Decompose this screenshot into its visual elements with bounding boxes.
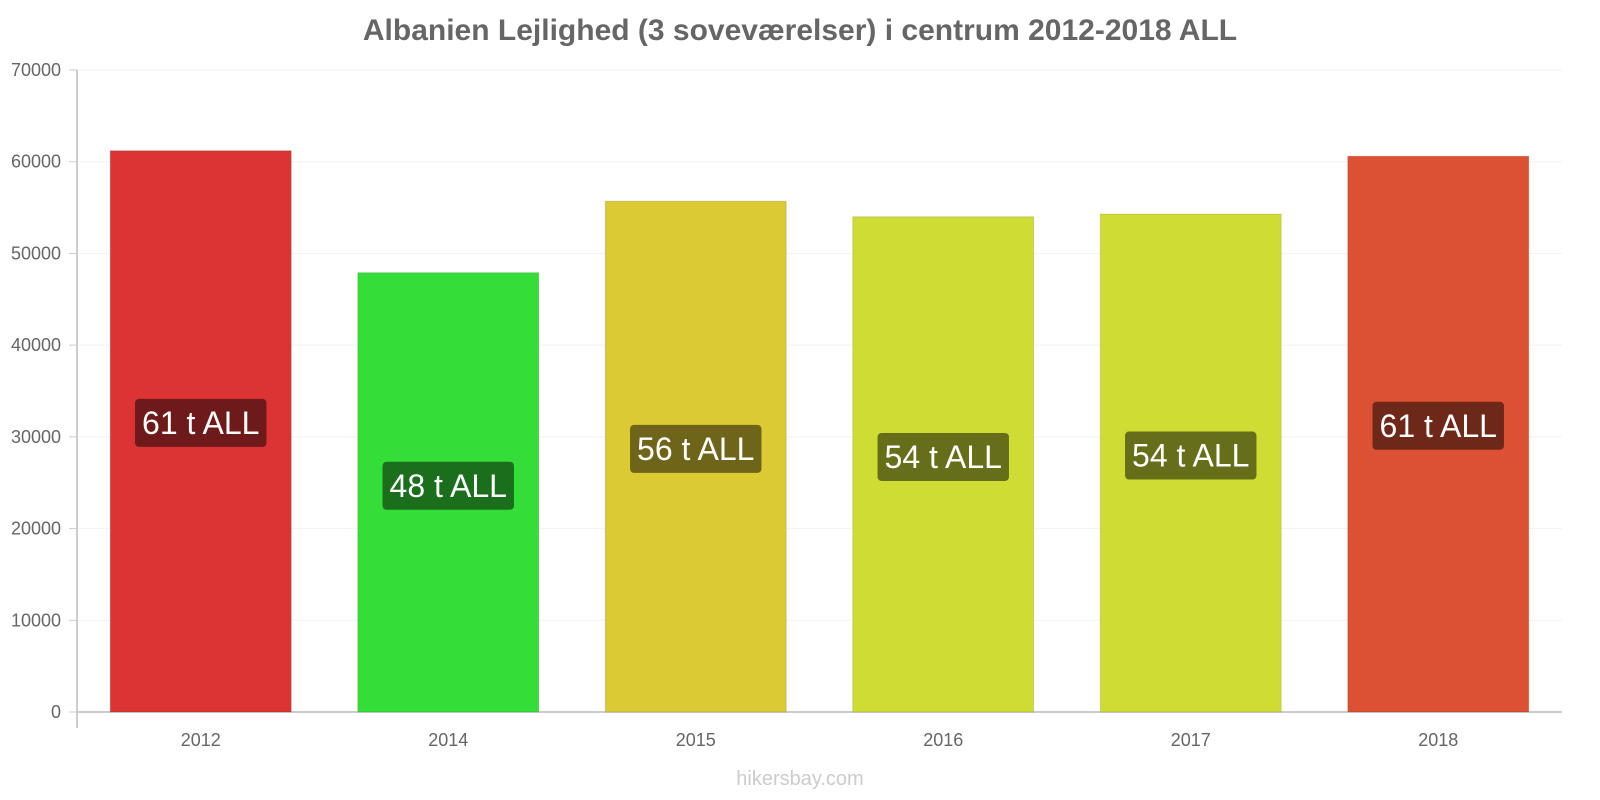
x-tick-label: 2016 <box>923 730 963 750</box>
data-label: 48 t ALL <box>382 461 514 510</box>
y-tick-label: 70000 <box>11 60 61 80</box>
x-tick-label: 2017 <box>1171 730 1211 750</box>
data-label: 61 t ALL <box>135 398 267 447</box>
data-label-text: 61 t ALL <box>1380 408 1497 444</box>
data-label-box <box>877 432 1009 481</box>
gridlines <box>77 69 1562 621</box>
data-label: 54 t ALL <box>1125 431 1257 480</box>
x-axis-labels: 2012 2014 2015 2016 2017 2018 <box>181 730 1459 750</box>
y-axis-ticks: 0 10000 20000 30000 40000 50000 60000 70000 <box>11 60 77 722</box>
data-label-box <box>1125 431 1257 480</box>
data-label: 61 t ALL <box>1372 401 1504 450</box>
y-tick-label: 20000 <box>11 519 61 539</box>
x-tick-label: 2018 <box>1418 730 1458 750</box>
y-tick-label: 0 <box>51 702 61 722</box>
y-tick-label: 10000 <box>11 610 61 630</box>
data-label-box <box>630 424 762 473</box>
data-label-box <box>382 461 514 510</box>
bars <box>109 150 1530 713</box>
x-tick-label: 2012 <box>181 730 221 750</box>
data-label-text: 61 t ALL <box>142 405 259 441</box>
data-label-text: 48 t ALL <box>390 468 507 504</box>
x-tick-label: 2014 <box>428 730 468 750</box>
chart-title: Albanien Lejlighed (3 soveværelser) i ce… <box>362 14 1238 47</box>
data-label-box <box>135 398 267 447</box>
data-label-text: 54 t ALL <box>885 439 1002 475</box>
axes <box>76 70 1562 728</box>
data-label: 54 t ALL <box>877 432 1009 481</box>
watermark: hikersbay.com <box>736 768 864 790</box>
data-label-text: 54 t ALL <box>1132 438 1249 474</box>
x-tick-label: 2015 <box>676 730 716 750</box>
y-tick-label: 30000 <box>11 427 61 447</box>
data-label: 56 t ALL <box>630 424 762 473</box>
y-tick-label: 40000 <box>11 335 61 355</box>
y-tick-label: 60000 <box>11 152 61 172</box>
data-label-text: 56 t ALL <box>637 431 754 467</box>
y-tick-label: 50000 <box>11 243 61 263</box>
data-labels: 61 t ALL 48 t ALL 56 t ALL 54 t ALL 54 t ALL… <box>135 398 1504 510</box>
data-label-box <box>1372 401 1504 450</box>
